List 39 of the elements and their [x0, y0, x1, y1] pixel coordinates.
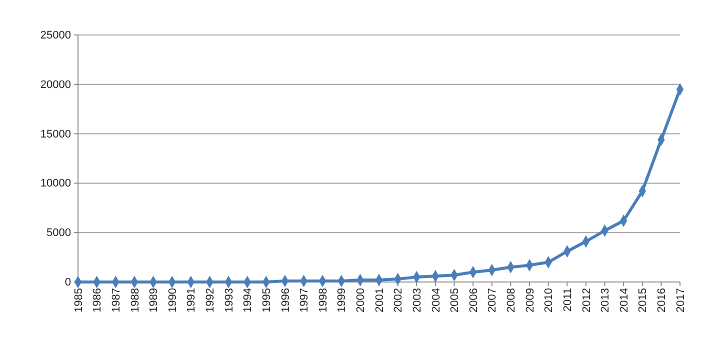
- x-tick-label: 2007: [486, 288, 499, 312]
- x-tick-label: 2001: [374, 288, 386, 312]
- y-tick-label: 0: [64, 276, 71, 289]
- x-tick-label: 1999: [336, 288, 348, 312]
- x-tick-label: 1989: [148, 288, 160, 312]
- x-tick-label: 2015: [637, 288, 650, 312]
- x-tick-label: 2013: [600, 288, 612, 312]
- y-tick-label: 10000: [40, 178, 71, 190]
- x-tick-label: 2012: [580, 288, 593, 312]
- x-tick-label: 1985: [72, 288, 85, 312]
- x-tick-label: 2003: [411, 288, 424, 312]
- x-tick-label: 2014: [618, 288, 630, 312]
- x-tick-label: 1994: [242, 288, 254, 312]
- x-tick-label: 2011: [562, 288, 574, 312]
- x-tick-label: 2005: [449, 288, 462, 312]
- x-tick-label: 1995: [260, 288, 273, 312]
- x-tick-label: 1991: [186, 288, 198, 312]
- x-tick-label: 2004: [430, 288, 442, 312]
- x-tick-label: 1992: [204, 288, 217, 312]
- x-tick-label: 1990: [166, 288, 179, 312]
- x-tick-label: 2002: [392, 288, 405, 312]
- y-tick-label: 15000: [40, 128, 71, 140]
- x-tick-label: 1988: [129, 288, 142, 312]
- x-tick-label: 2016: [656, 288, 668, 312]
- x-tick-label: 1998: [317, 288, 330, 312]
- x-tick-label: 2009: [524, 288, 536, 312]
- x-tick-label: 1993: [223, 288, 236, 312]
- x-tick-label: 2006: [468, 288, 480, 312]
- x-tick-label: 1997: [298, 288, 311, 312]
- x-tick-label: 2008: [506, 288, 518, 312]
- x-tick-label: 1996: [280, 288, 292, 312]
- x-tick-label: 1986: [92, 288, 104, 312]
- y-tick-label: 5000: [46, 227, 71, 240]
- y-tick-label: 20000: [40, 78, 71, 91]
- x-tick-label: 2000: [355, 288, 368, 312]
- x-tick-label: 1987: [110, 288, 122, 312]
- y-tick-label: 25000: [40, 30, 71, 42]
- x-tick-label: 2010: [543, 288, 556, 312]
- x-tick-label: 2017: [674, 288, 687, 312]
